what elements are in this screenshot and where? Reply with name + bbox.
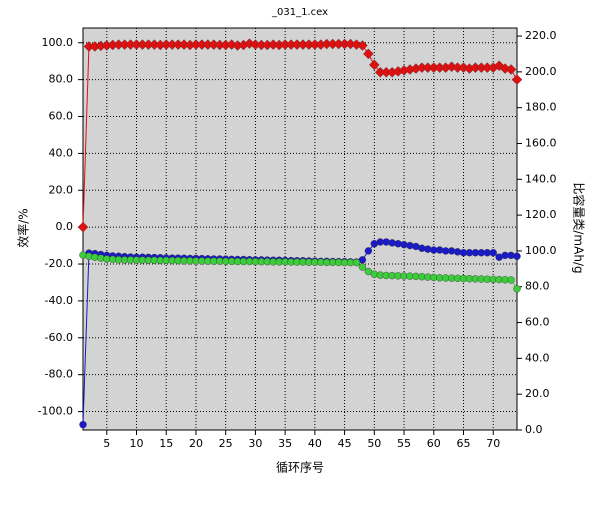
x-tick-label: 70 [486,437,500,450]
y-tick-label: 20.0 [49,183,74,196]
x-tick-label: 55 [397,437,411,450]
y-tick-label: 80.0 [49,73,74,86]
y2-axis-title: 比容量类/mAh/g [572,182,587,273]
data-point [79,420,87,429]
y-tick-label: 100.0 [42,36,74,49]
data-point [77,221,89,233]
x-tick-label: 50 [367,437,381,450]
data-point [364,247,373,255]
x-tick-label: 40 [308,437,322,450]
chart-title: _031_1.cex [271,7,328,18]
y2-tick-label: 40.0 [525,351,550,364]
y2-tick-label: 200.0 [525,65,557,78]
data-point [363,48,374,60]
y-tick-label: -60.0 [45,331,73,344]
plot-area [83,28,517,430]
y-axis-title: 效率/% [16,208,31,247]
x-axis-title: 循环序号 [276,460,324,475]
y2-tick-label: 20.0 [525,387,550,400]
x-tick-label: 5 [103,437,110,450]
y-tick-label: 40.0 [49,146,74,159]
y2-tick-label: 220.0 [525,29,557,42]
y2-tick-label: 100.0 [525,244,557,257]
x-tick-label: 65 [456,437,470,450]
x-tick-label: 20 [189,437,203,450]
data-point [507,276,515,284]
y-tick-label: 60.0 [49,110,74,123]
y2-tick-label: 60.0 [525,316,550,329]
x-tick-label: 15 [159,437,173,450]
data-point [358,263,367,271]
y2-tick-label: 180.0 [525,101,557,114]
y2-tick-label: 140.0 [525,172,557,185]
data-point [357,40,368,51]
y2-tick-label: 0.0 [525,423,543,436]
x-tick-label: 45 [338,437,352,450]
x-tick-label: 10 [130,437,144,450]
x-tick-label: 30 [248,437,262,450]
data-point [489,249,497,257]
x-tick-label: 25 [219,437,233,450]
x-tick-label: 60 [427,437,441,450]
y-tick-label: -20.0 [45,257,73,270]
x-tick-label: 35 [278,437,292,450]
data-point [369,59,380,71]
y-tick-label: -40.0 [45,294,73,307]
y2-tick-label: 80.0 [525,280,550,293]
data-point [511,74,523,85]
y2-tick-label: 160.0 [525,136,557,149]
data-point [505,64,517,75]
data-point [352,258,361,267]
y2-tick-label: 120.0 [525,208,557,221]
y-tick-label: -100.0 [38,405,73,418]
y-tick-label: -80.0 [45,368,73,381]
data-point [513,285,521,293]
data-point [513,252,521,261]
y-tick-label: 0.0 [56,220,74,233]
